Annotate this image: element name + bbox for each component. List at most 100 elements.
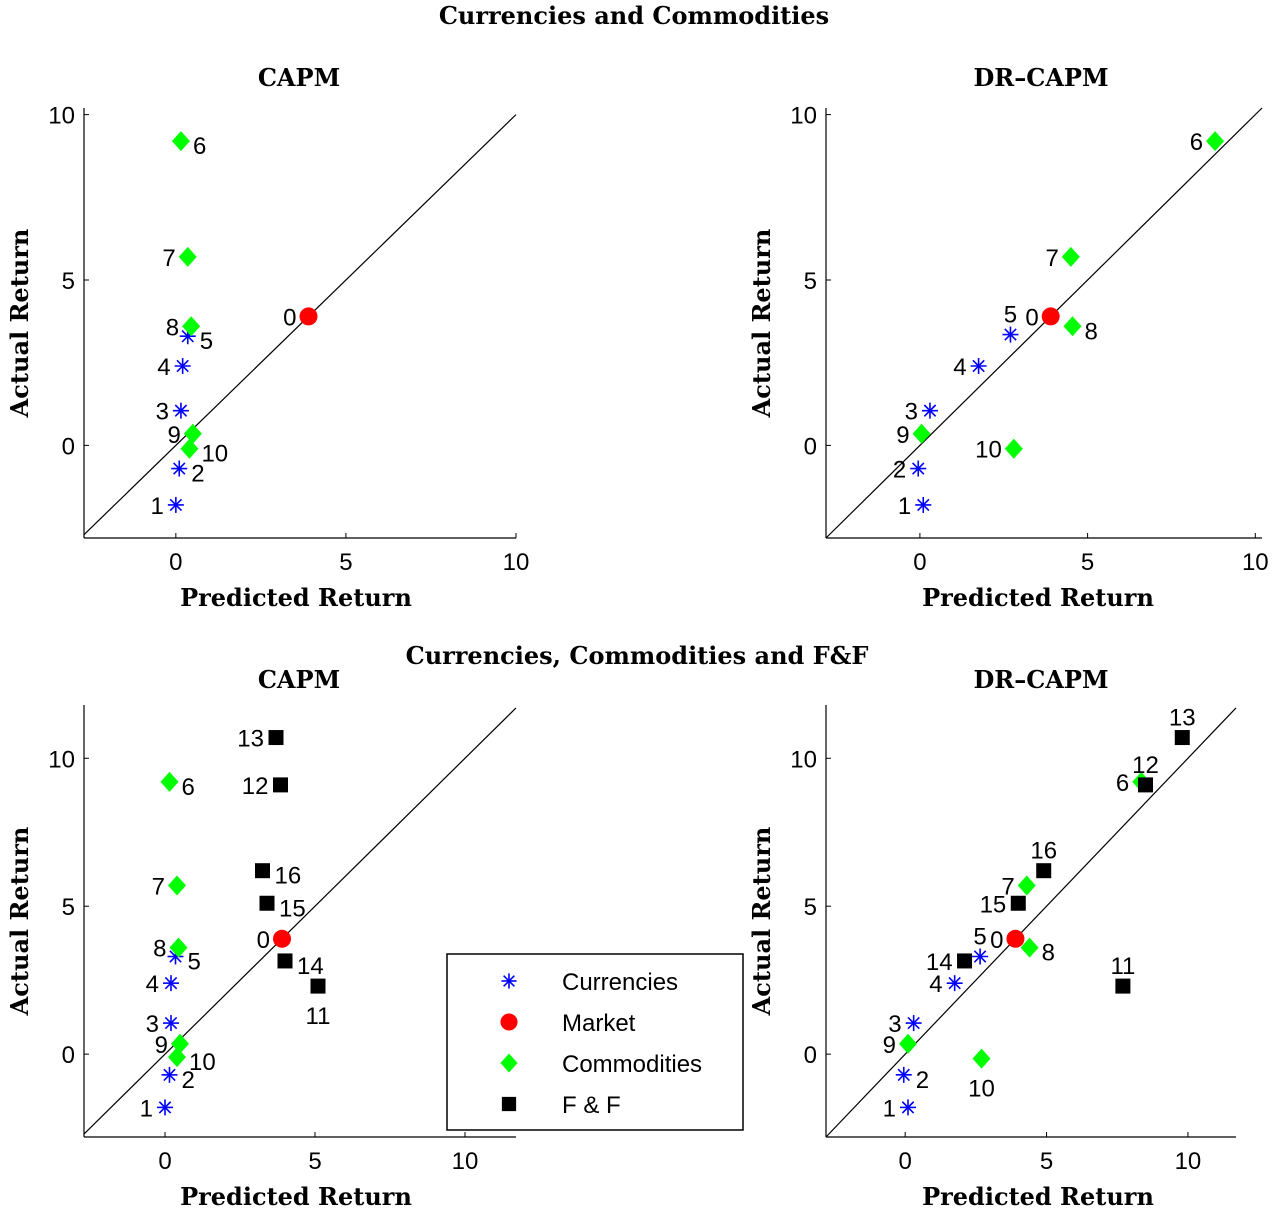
- data-point-star: [163, 1015, 179, 1032]
- data-point-group: 10: [968, 1048, 995, 1103]
- data-point-square: [255, 863, 270, 879]
- data-point-square: [957, 953, 973, 969]
- data-point-diamond: [183, 423, 202, 444]
- point-label: 5: [1004, 302, 1017, 329]
- data-point-group: 14: [926, 949, 973, 976]
- data-point-group: 2: [893, 457, 927, 484]
- point-label: 0: [257, 927, 270, 954]
- data-point-square: [273, 777, 288, 793]
- data-point-group: 1: [140, 1095, 173, 1122]
- point-label: 10: [975, 437, 1002, 464]
- point-label: 4: [157, 354, 170, 381]
- data-point-group: 4: [157, 354, 191, 381]
- subplot-title: DR–CAPM: [973, 665, 1108, 694]
- data-point-star: [167, 496, 184, 513]
- point-label: 6: [1116, 770, 1129, 797]
- data-point-group: 15: [980, 891, 1026, 918]
- point-label: 3: [888, 1011, 901, 1038]
- data-point-diamond: [168, 1047, 186, 1068]
- data-point-group: 4: [146, 971, 179, 998]
- data-point-group: 2: [895, 1066, 929, 1094]
- point-label: 7: [1045, 245, 1058, 272]
- data-point-diamond: [169, 937, 188, 958]
- legend-box: [446, 953, 744, 1131]
- point-label: 0: [990, 927, 1003, 954]
- point-label: 7: [1001, 873, 1014, 900]
- subplot-title: CAPM: [258, 63, 340, 92]
- data-point-diamond: [1004, 438, 1023, 459]
- data-point-group: 1: [898, 493, 932, 520]
- point-label: 14: [926, 949, 953, 976]
- data-point-group: 5: [1002, 302, 1019, 343]
- data-point-circle: [1041, 307, 1060, 326]
- x-tick-label: 10: [1175, 1148, 1202, 1175]
- reference-line: [83, 707, 517, 1135]
- y-tick-label: 10: [48, 746, 75, 773]
- data-point-diamond: [1061, 246, 1080, 267]
- point-label: 6: [1190, 129, 1203, 156]
- subplot-title: DR–CAPM: [973, 63, 1108, 92]
- data-point-diamond: [1020, 937, 1039, 958]
- data-point-group: 9: [883, 1032, 917, 1059]
- point-label: 12: [1132, 752, 1159, 779]
- point-label: 6: [182, 774, 195, 801]
- point-label: 8: [1085, 318, 1098, 345]
- y-tick-label: 0: [804, 433, 817, 460]
- data-point-group: 0: [257, 927, 291, 954]
- data-point-group: 3: [146, 1011, 179, 1038]
- top-section-title: Currencies and Commodities: [439, 1, 829, 30]
- data-point-group: 7: [1045, 245, 1080, 272]
- legend-entry: Currencies: [501, 969, 678, 996]
- legend-marker-diamond: [500, 1053, 518, 1073]
- data-point-star: [157, 1099, 173, 1116]
- point-label: 0: [1025, 304, 1038, 331]
- x-tick-label: 0: [898, 1148, 911, 1175]
- data-point-diamond: [178, 246, 197, 267]
- point-label: 2: [182, 1067, 195, 1094]
- data-point-square: [277, 953, 293, 969]
- data-point-star: [972, 948, 989, 965]
- y-tick-label: 0: [62, 433, 75, 460]
- legend-marker-star: [501, 973, 517, 989]
- point-label: 0: [283, 304, 296, 331]
- data-point-square: [1010, 895, 1026, 911]
- data-point-group: 5: [167, 948, 201, 976]
- data-point-group: 13: [237, 726, 284, 753]
- data-point-diamond: [912, 423, 931, 444]
- point-label: 9: [167, 422, 180, 449]
- data-point-group: 8: [153, 936, 188, 963]
- y-tick-label: 5: [62, 894, 75, 921]
- data-point-star: [905, 1015, 922, 1032]
- legend-label: Market: [562, 1010, 636, 1037]
- point-label: 3: [905, 399, 918, 426]
- legend-entry: F & F: [501, 1092, 621, 1119]
- point-label: 2: [916, 1067, 929, 1094]
- y-tick-label: 5: [62, 268, 75, 295]
- data-point-group: 10: [975, 437, 1023, 464]
- x-tick-label: 5: [339, 549, 352, 576]
- data-point-star: [174, 358, 191, 374]
- data-point-star: [970, 358, 987, 374]
- data-point-group: 10: [168, 1047, 216, 1076]
- data-point-group: 13: [1169, 705, 1196, 746]
- point-label: 11: [1110, 953, 1135, 980]
- reference-line: [825, 707, 1237, 1138]
- x-axis-label: Predicted Return: [922, 1182, 1154, 1211]
- point-label: 5: [188, 949, 201, 976]
- point-label: 8: [166, 314, 179, 341]
- point-label: 9: [155, 1032, 168, 1059]
- point-label: 3: [156, 399, 169, 426]
- legend-label: Commodities: [562, 1051, 702, 1078]
- x-axis-label: Predicted Return: [180, 583, 412, 612]
- data-point-diamond: [972, 1048, 991, 1069]
- data-point-diamond: [180, 438, 199, 459]
- data-point-group: 9: [896, 422, 931, 449]
- data-point-group: 11: [306, 978, 330, 1030]
- data-point-group: 7: [1001, 873, 1036, 900]
- point-label: 1: [150, 493, 163, 520]
- data-point-group: 0: [1025, 304, 1060, 331]
- reference-line: [825, 107, 1263, 539]
- data-point-group: 6: [160, 771, 195, 801]
